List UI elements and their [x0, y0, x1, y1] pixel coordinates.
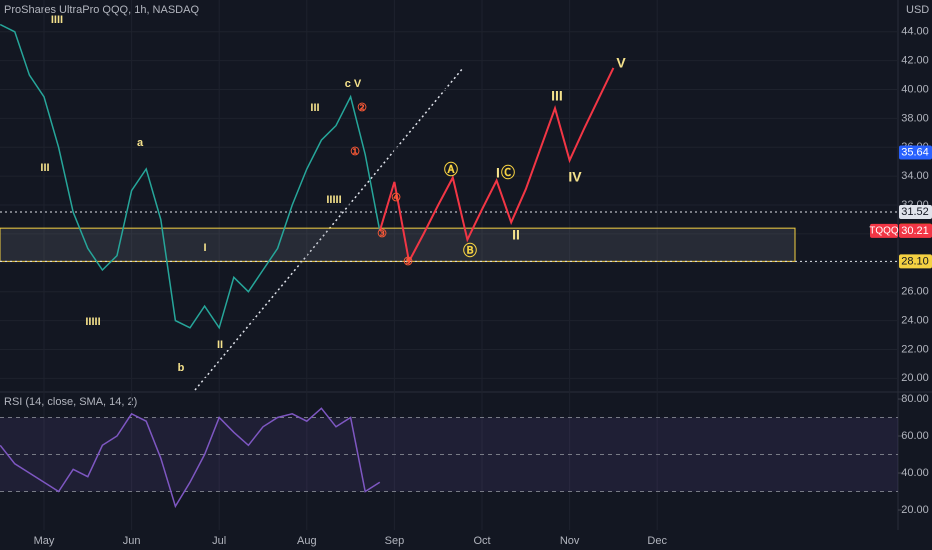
- y-tick-label: 34.00: [901, 170, 929, 182]
- rsi-title: RSI (14, close, SMA, 14, 2): [4, 396, 137, 408]
- wave-label: IV: [568, 169, 582, 185]
- price-label-box: [899, 204, 932, 219]
- wave-label: I: [496, 165, 500, 181]
- wave-label: II: [217, 339, 223, 351]
- price-label: 30.21: [901, 225, 929, 237]
- y-tick-label: 20.00: [901, 504, 929, 516]
- price-label-box: [899, 254, 932, 269]
- x-tick-label: Aug: [297, 535, 317, 547]
- y-tick-label: 42.00: [901, 55, 929, 67]
- wave-label: b: [178, 362, 185, 374]
- wave-label: ⑤: [403, 256, 413, 268]
- price-label-box: [899, 223, 932, 238]
- x-tick-label: May: [34, 535, 55, 547]
- wave-label: ①: [350, 146, 360, 158]
- x-tick-label: Sep: [385, 535, 405, 547]
- wave-label: III: [551, 88, 563, 104]
- y-tick-label: 38.00: [901, 112, 929, 124]
- wave-label: ④: [391, 192, 401, 204]
- currency: USD: [906, 4, 929, 16]
- y-tick-label: 44.00: [901, 26, 929, 38]
- x-tick-label: Nov: [560, 535, 580, 547]
- y-tick-label: 26.00: [901, 286, 929, 298]
- y-tick-label: 20.00: [901, 372, 929, 384]
- wave-label: a: [137, 137, 144, 149]
- y-tick-label: 40.00: [901, 467, 929, 479]
- x-tick-label: Jun: [123, 535, 141, 547]
- y-tick-label: 80.00: [901, 393, 929, 405]
- x-tick-label: Jul: [212, 535, 226, 547]
- y-tick-label: 40.00: [901, 83, 929, 95]
- symbol-tag-label: TQQQ: [869, 226, 899, 237]
- price-label: 31.52: [901, 206, 929, 218]
- wave-label: ③: [377, 228, 387, 240]
- wave-label: II: [512, 227, 520, 243]
- zone: [0, 227, 796, 262]
- wave-label: Ⓑ: [463, 243, 477, 259]
- y-tick-label: 60.00: [901, 430, 929, 442]
- x-tick-label: Oct: [473, 535, 490, 547]
- line-series: [0, 23, 381, 330]
- wave-label: c V: [345, 78, 362, 90]
- wave-label: I: [203, 242, 206, 254]
- wave-label: IIII: [51, 14, 63, 26]
- y-tick-label: 24.00: [901, 314, 929, 326]
- wave-label: V: [616, 55, 626, 71]
- wave-label: ②: [357, 102, 367, 114]
- wave-label: III: [40, 162, 49, 174]
- price-label: 28.10: [901, 255, 929, 267]
- wave-label: IIIII: [85, 316, 100, 328]
- wave-label: Ⓒ: [501, 165, 515, 181]
- chart-title: ProShares UltraPro QQQ, 1h, NASDAQ: [4, 4, 199, 16]
- wave-label: III: [310, 102, 319, 114]
- price-label-box: [899, 145, 932, 160]
- price-label: 35.64: [901, 146, 929, 158]
- symbol-tag: [870, 223, 898, 238]
- wave-label: IIIII: [326, 194, 341, 206]
- line-series: [0, 407, 381, 509]
- wave-label: Ⓐ: [444, 162, 458, 178]
- line-series: [378, 67, 615, 265]
- y-tick-label: 22.00: [901, 343, 929, 355]
- x-tick-label: Dec: [647, 535, 667, 547]
